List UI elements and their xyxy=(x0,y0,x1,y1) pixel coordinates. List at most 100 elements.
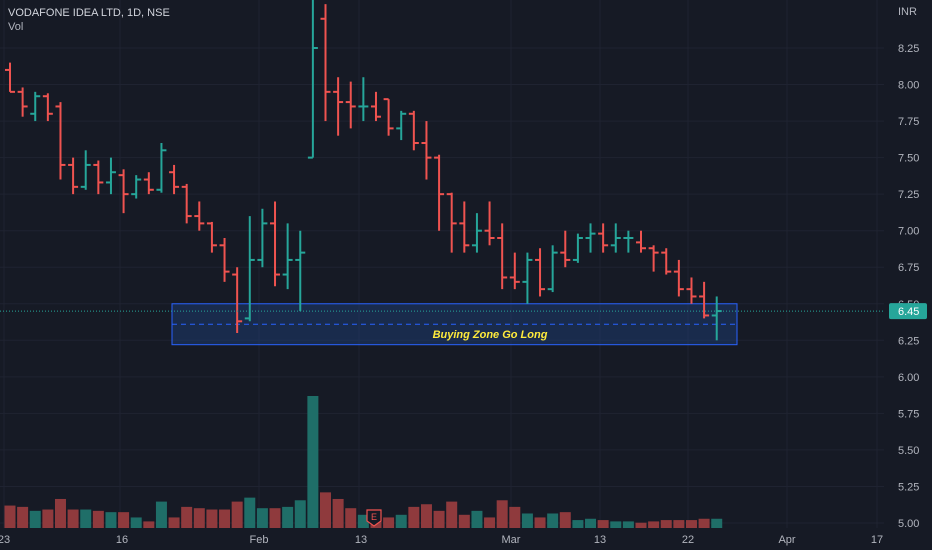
price-tick-label: 5.75 xyxy=(898,408,919,420)
price-tick-label: 5.00 xyxy=(898,518,919,530)
volume-bar xyxy=(534,517,546,528)
volume-bar xyxy=(155,501,167,528)
earnings-marker-label: E xyxy=(371,512,377,522)
volume-bar xyxy=(547,513,559,528)
currency-label: INR xyxy=(898,6,917,18)
ohlc-bar xyxy=(610,223,621,253)
volume-bar xyxy=(433,510,445,528)
volume-bar xyxy=(92,510,104,528)
ohlc-bar xyxy=(206,221,217,253)
price-tick-label: 7.00 xyxy=(898,226,919,238)
ohlc-bar xyxy=(55,102,66,180)
volume-bar xyxy=(307,396,319,528)
price-axis[interactable]: INR8.258.007.757.507.257.006.756.506.256… xyxy=(884,0,932,550)
ohlc-bar xyxy=(484,201,495,246)
ohlc-bar xyxy=(17,87,28,117)
volume-bar xyxy=(118,512,130,528)
volume-bar xyxy=(685,520,697,528)
ohlc-bar xyxy=(156,143,167,193)
time-tick-label: 17 xyxy=(871,534,883,546)
ohlc-bar xyxy=(585,223,596,253)
volume-bar xyxy=(80,509,92,528)
volume-bar xyxy=(294,500,306,528)
ohlc-bar xyxy=(219,238,230,282)
ohlc-bar xyxy=(42,93,53,122)
ohlc-bar xyxy=(320,4,331,122)
price-tick-label: 6.25 xyxy=(898,335,919,347)
ohlc-bar xyxy=(535,248,546,297)
volume-bar xyxy=(269,508,281,528)
volume-bar xyxy=(572,520,584,528)
volume-bar xyxy=(244,497,256,528)
ohlc-bar xyxy=(295,230,306,312)
symbol-title[interactable]: VODAFONE IDEA LTD, 1D, NSE xyxy=(8,7,170,19)
volume-bar xyxy=(610,521,622,528)
ohlc-bar xyxy=(446,192,457,253)
price-tick-label: 5.50 xyxy=(898,445,919,457)
zone-label: Buying Zone Go Long xyxy=(433,329,548,341)
volume-bar xyxy=(597,520,609,528)
volume-bar xyxy=(622,521,634,528)
time-tick-label: Feb xyxy=(250,534,269,546)
volume-bar xyxy=(395,514,407,528)
volume-bar xyxy=(168,517,180,528)
ohlc-bar xyxy=(598,223,609,253)
ohlc-bar xyxy=(345,81,356,129)
volume-bar xyxy=(408,506,420,528)
volume-bar xyxy=(509,506,521,528)
ohlc-bar xyxy=(699,281,710,319)
volume-bar xyxy=(496,500,508,528)
volume-bar xyxy=(420,504,432,528)
ohlc-bar xyxy=(169,164,180,195)
ohlc-bar xyxy=(522,252,533,304)
ohlc-bar xyxy=(572,233,583,263)
ohlc-bar xyxy=(118,169,129,214)
ohlc-bar xyxy=(686,277,697,304)
ohlc-bar xyxy=(673,259,684,297)
volume-label[interactable]: Vol xyxy=(8,21,24,33)
ohlc-bar xyxy=(459,201,470,253)
ohlc-bar xyxy=(5,62,15,93)
volume-bar xyxy=(231,501,243,528)
last-price-tag: 6.45 xyxy=(889,303,927,320)
price-tick-label: 7.50 xyxy=(898,153,919,165)
ohlc-bar xyxy=(30,91,41,122)
price-bars xyxy=(5,0,722,341)
last-price-tag-box xyxy=(889,303,927,320)
ohlc-bar xyxy=(80,150,91,190)
volume-bar xyxy=(484,517,496,528)
ohlc-bar xyxy=(181,183,192,224)
volume-bar xyxy=(256,508,268,528)
buying-zone-rectangle[interactable]: Buying Zone Go Long xyxy=(171,303,738,346)
volume-bar xyxy=(17,506,29,528)
time-tick-label: Mar xyxy=(502,534,521,546)
ohlc-bar xyxy=(434,154,445,231)
ohlc-bar xyxy=(105,157,116,195)
ohlc-bar xyxy=(408,110,419,151)
time-tick-label: 16 xyxy=(116,534,128,546)
volume-bar xyxy=(446,501,458,528)
volume-bar xyxy=(130,517,142,528)
ohlc-bar xyxy=(547,245,558,293)
ohlc-bar xyxy=(307,0,318,159)
chart-legend: VODAFONE IDEA LTD, 1D, NSE Vol xyxy=(8,6,170,34)
earnings-marker[interactable]: E xyxy=(366,509,382,527)
volume-bar xyxy=(585,518,597,528)
ohlc-bar xyxy=(661,248,672,275)
ohlc-bar xyxy=(623,230,634,253)
ohlc-bar xyxy=(257,208,268,268)
volume-bar xyxy=(29,510,41,528)
volume-bar xyxy=(42,509,54,528)
time-tick-label: Apr xyxy=(778,534,795,546)
ohlc-bar xyxy=(497,223,508,290)
volume-bar xyxy=(181,506,193,528)
time-axis[interactable]: 23 16 Feb 13 Mar 13 22 Apr 17 xyxy=(0,534,883,546)
volume-bar xyxy=(383,517,395,528)
ohlc-bar xyxy=(358,77,369,122)
volume-bar xyxy=(660,520,672,528)
ohlc-bar xyxy=(421,121,432,180)
price-tick-label: 8.00 xyxy=(898,80,919,92)
volume-bar xyxy=(648,521,660,528)
